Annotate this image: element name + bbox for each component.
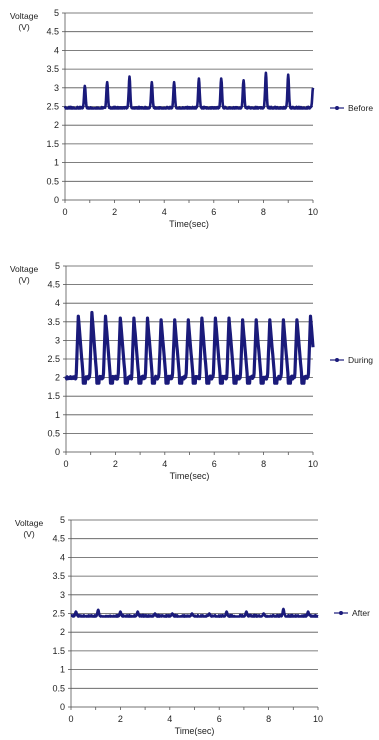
y-tick-label: 1 (60, 665, 65, 675)
x-tick-label: 6 (212, 459, 217, 469)
y-tick-label: 3.5 (47, 317, 60, 327)
legend-marker (339, 611, 343, 615)
x-tick-label: 8 (266, 714, 271, 724)
x-tick-label: 6 (211, 207, 216, 217)
y-axis-unit: (V) (18, 22, 30, 32)
y-tick-label: 1 (55, 410, 60, 420)
y-tick-label: 1.5 (47, 391, 60, 401)
y-tick-label: 2 (55, 373, 60, 383)
chart-during: 0 0.5 1 1.5 2 2.5 3 3.5 4 4.5 5 0 2 4 6 8 10 Voltage(V) Ti… (10, 261, 373, 481)
x-tick-label: 0 (62, 207, 67, 217)
x-axis-title: Time(sec) (170, 471, 210, 481)
y-tick-label: 4 (54, 45, 59, 55)
x-tick-label: 4 (162, 207, 167, 217)
y-tick-label: 4.5 (47, 280, 60, 290)
y-tick-label: 5 (55, 261, 60, 271)
y-tick-label: 0.5 (46, 176, 59, 186)
x-tick-label: 0 (63, 459, 68, 469)
y-tick-label: 2.5 (46, 102, 59, 112)
y-tick-label: 5 (54, 8, 59, 18)
x-tick-label: 2 (113, 459, 118, 469)
y-tick-label: 2.5 (52, 609, 65, 619)
y-tick-label: 1 (54, 158, 59, 168)
series-line-after (71, 609, 318, 617)
y-tick-label: 1.5 (52, 646, 65, 656)
x-tick-label: 4 (167, 714, 172, 724)
y-axis-unit: (V) (18, 275, 30, 285)
y-tick-label: 0 (55, 447, 60, 457)
x-tick-label: 8 (261, 207, 266, 217)
legend-marker (335, 358, 339, 362)
legend-label: Before (348, 103, 373, 113)
y-tick-label: 4 (55, 298, 60, 308)
legend-label: During (348, 355, 373, 365)
y-tick-label: 4 (60, 552, 65, 562)
x-tick-label: 0 (68, 714, 73, 724)
y-axis-title: Voltage (15, 518, 44, 528)
y-tick-label: 2 (54, 120, 59, 130)
x-tick-label: 2 (118, 714, 123, 724)
y-tick-label: 1.5 (46, 139, 59, 149)
y-tick-label: 4.5 (52, 534, 65, 544)
y-tick-label: 0 (60, 702, 65, 712)
y-axis-title: Voltage (10, 264, 39, 274)
y-tick-label: 5 (60, 515, 65, 525)
y-tick-label: 2.5 (47, 354, 60, 364)
series-line-during (66, 313, 313, 384)
legend-label: After (352, 608, 370, 618)
y-tick-label: 0 (54, 195, 59, 205)
y-tick-label: 3 (54, 83, 59, 93)
y-tick-label: 3 (60, 590, 65, 600)
y-tick-label: 0.5 (47, 428, 60, 438)
x-tick-label: 10 (313, 714, 323, 724)
x-tick-label: 6 (217, 714, 222, 724)
x-tick-label: 10 (308, 207, 318, 217)
y-tick-label: 3 (55, 335, 60, 345)
series-line-before (65, 73, 313, 109)
y-tick-label: 4.5 (46, 27, 59, 37)
x-tick-label: 10 (308, 459, 318, 469)
y-tick-label: 3.5 (46, 64, 59, 74)
y-axis-unit: (V) (23, 529, 35, 539)
chart-after: 0 0.5 1 1.5 2 2.5 3 3.5 4 4.5 5 0 2 4 6 8 10 Voltage(V) Ti… (15, 515, 370, 736)
legend-marker (335, 106, 339, 110)
y-tick-label: 2 (60, 627, 65, 637)
x-tick-label: 2 (112, 207, 117, 217)
y-tick-label: 3.5 (52, 571, 65, 581)
x-axis-title: Time(sec) (175, 726, 215, 736)
y-axis-title: Voltage (10, 11, 39, 21)
y-tick-label: 0.5 (52, 683, 65, 693)
x-tick-label: 4 (162, 459, 167, 469)
x-tick-label: 8 (261, 459, 266, 469)
x-axis-title: Time(sec) (169, 219, 209, 229)
chart-before: 0 0.5 1 1.5 2 2.5 3 3.5 4 4.5 5 0 2 4 6 8 10 Voltage(V) Ti… (10, 8, 374, 229)
